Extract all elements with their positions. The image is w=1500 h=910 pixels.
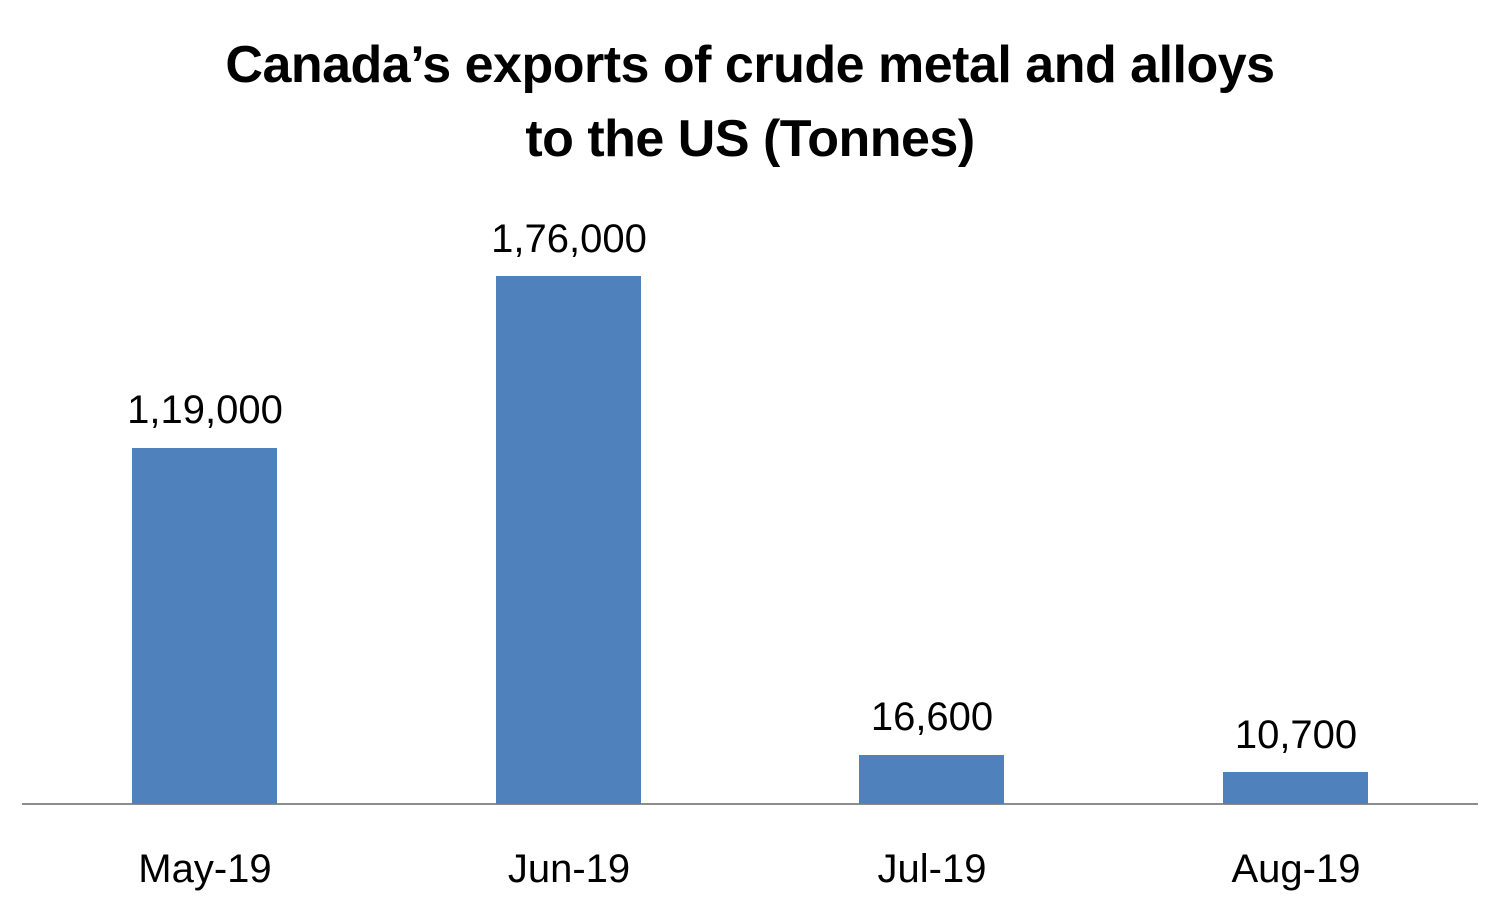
chart-title-line-1: Canada’s exports of crude metal and allo… — [225, 36, 1275, 94]
data-label-jul-19: 16,600 — [870, 695, 994, 739]
bar-jun-19 — [496, 276, 641, 804]
x-axis-line — [22, 803, 1478, 805]
x-tick-label-jun-19: Jun-19 — [507, 847, 631, 891]
bar-may-19 — [132, 448, 277, 804]
chart-title-line-2: to the US (Tonnes) — [525, 110, 975, 168]
bar-aug-19 — [1223, 772, 1368, 804]
x-tick-label-aug-19: Aug-19 — [1231, 847, 1361, 891]
x-tick-label-jul-19: Jul-19 — [877, 847, 987, 891]
data-label-aug-19: 10,700 — [1234, 713, 1358, 757]
bar-jul-19 — [859, 755, 1004, 804]
x-tick-label-may-19: May-19 — [138, 847, 272, 891]
chart-title: Canada’s exports of crude metal and allo… — [0, 28, 1500, 176]
data-label-may-19: 1,19,000 — [127, 388, 283, 432]
data-label-jun-19: 1,76,000 — [491, 217, 647, 261]
